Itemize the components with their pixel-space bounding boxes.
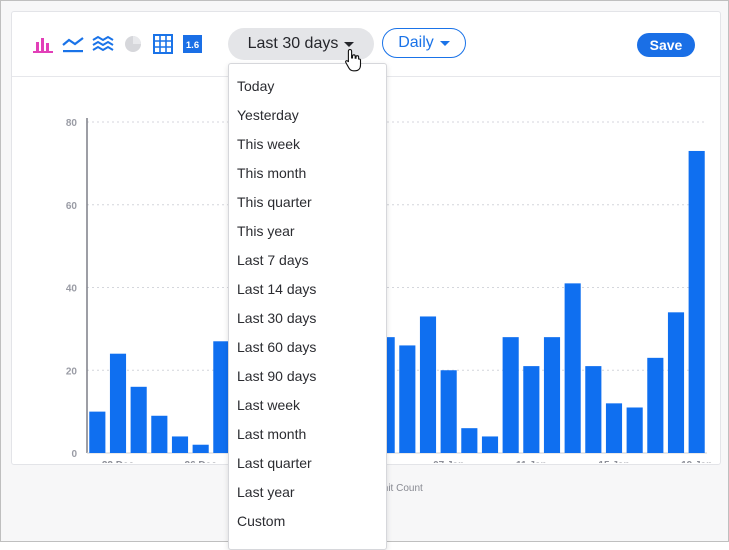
bar	[131, 387, 147, 453]
range-option-this-week[interactable]: This week	[229, 130, 386, 159]
bar	[503, 337, 519, 453]
number-icon[interactable]: 1.6	[182, 34, 204, 54]
interval-label: Daily	[398, 34, 434, 52]
x-tick-label: 07 Jan	[433, 460, 464, 463]
bar	[110, 354, 126, 453]
bar	[585, 366, 601, 453]
line-chart-icon[interactable]	[62, 34, 84, 54]
x-tick-label: 22 Dec	[102, 460, 135, 463]
table-icon[interactable]	[152, 34, 174, 54]
range-option-last-quarter[interactable]: Last quarter	[229, 449, 386, 478]
y-tick-label: 80	[66, 118, 78, 129]
pie-chart-icon[interactable]	[122, 34, 144, 54]
bar	[420, 316, 436, 453]
range-option-yesterday[interactable]: Yesterday	[229, 101, 386, 130]
range-option-last-60-days[interactable]: Last 60 days	[229, 333, 386, 362]
y-tick-label: 0	[71, 449, 77, 460]
chevron-down-icon	[344, 42, 354, 47]
bar	[151, 416, 167, 453]
y-tick-label: 20	[66, 366, 78, 377]
range-option-today[interactable]: Today	[229, 72, 386, 101]
bar	[689, 151, 705, 453]
bar	[89, 412, 105, 453]
bar	[482, 436, 498, 453]
interval-button[interactable]: Daily	[382, 28, 466, 58]
bar	[647, 358, 663, 453]
number-icon-label: 1.6	[186, 40, 199, 51]
bar	[172, 436, 188, 453]
range-option-last-month[interactable]: Last month	[229, 420, 386, 449]
bar	[399, 345, 415, 453]
stacked-area-icon[interactable]	[92, 34, 114, 54]
bar	[193, 445, 209, 453]
date-range-dropdown: Today Yesterday This week This month This qu…	[228, 63, 387, 550]
range-option-last-year[interactable]: Last year	[229, 478, 386, 507]
bar	[213, 341, 229, 453]
bar	[668, 312, 684, 453]
range-option-last-14-days[interactable]: Last 14 days	[229, 275, 386, 304]
range-option-this-year[interactable]: This year	[229, 217, 386, 246]
bar	[523, 366, 539, 453]
bar	[606, 403, 622, 453]
range-option-last-90-days[interactable]: Last 90 days	[229, 362, 386, 391]
bar	[461, 428, 477, 453]
save-button[interactable]: Save	[637, 33, 695, 57]
chevron-down-icon	[440, 41, 450, 46]
bar	[441, 370, 457, 453]
range-option-this-quarter[interactable]: This quarter	[229, 188, 386, 217]
bar	[544, 337, 560, 453]
range-option-custom[interactable]: Custom	[229, 507, 386, 536]
x-tick-label: 26 Dec	[185, 460, 218, 463]
range-option-last-7-days[interactable]: Last 7 days	[229, 246, 386, 275]
y-tick-label: 40	[66, 284, 78, 295]
range-option-last-week[interactable]: Last week	[229, 391, 386, 420]
bar	[627, 407, 643, 453]
bar-chart-icon[interactable]	[32, 34, 54, 54]
range-option-last-30-days[interactable]: Last 30 days	[229, 304, 386, 333]
y-tick-label: 60	[66, 201, 78, 212]
x-tick-label: 19 Jan	[681, 460, 712, 463]
hand-cursor-icon	[344, 48, 362, 72]
date-range-label: Last 30 days	[248, 35, 339, 53]
x-tick-label: 15 Jan	[598, 460, 629, 463]
range-option-this-month[interactable]: This month	[229, 159, 386, 188]
x-tick-label: 11 Jan	[516, 460, 547, 463]
bar	[565, 283, 581, 453]
